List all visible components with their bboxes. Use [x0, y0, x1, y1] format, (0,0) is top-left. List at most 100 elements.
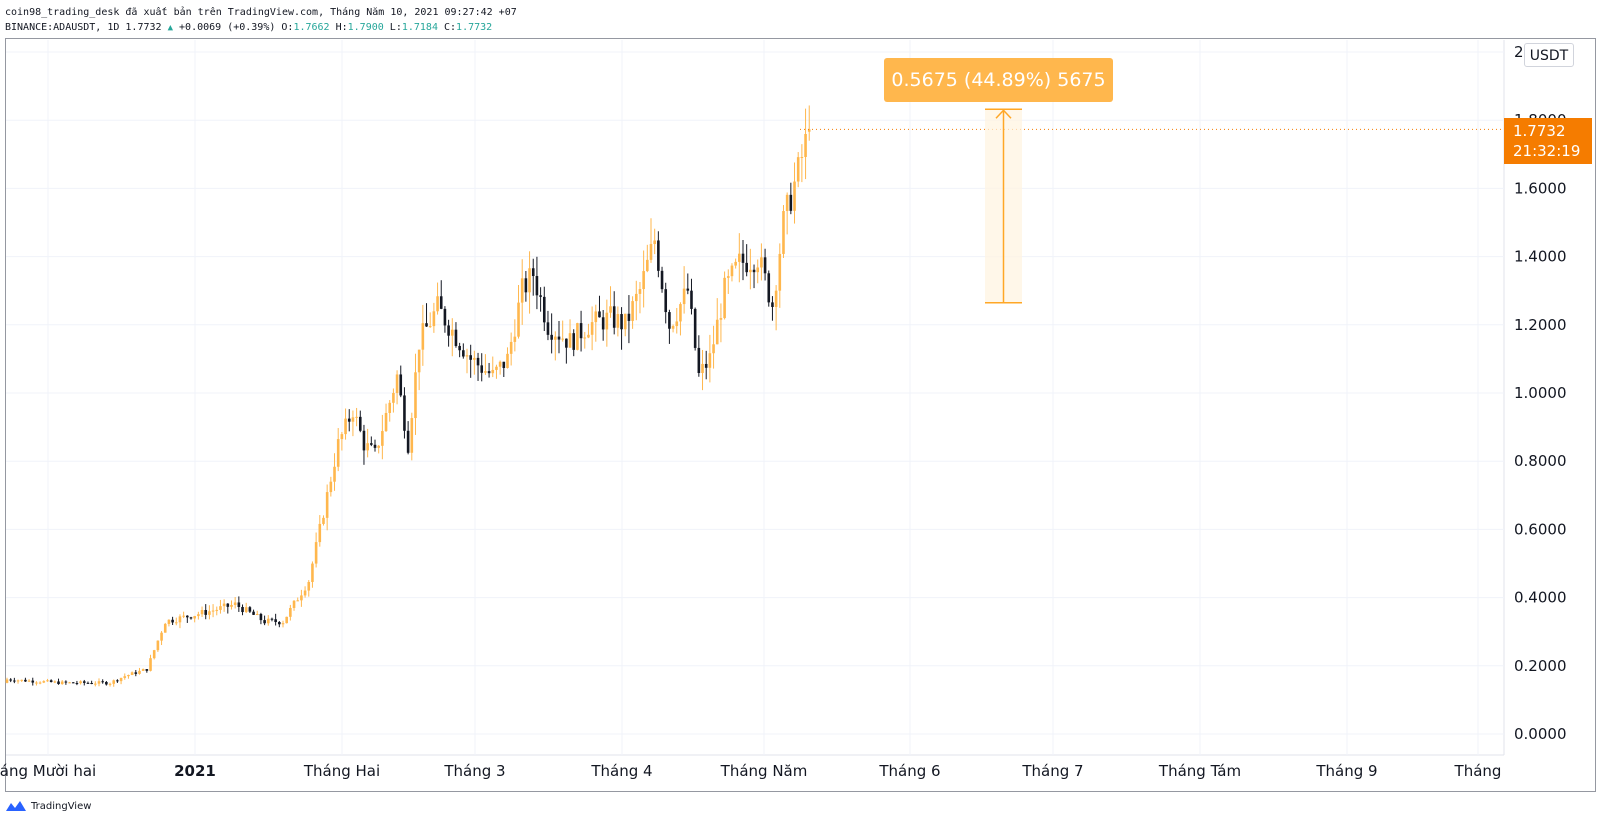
candle-body	[623, 313, 627, 330]
candle-body	[480, 365, 484, 373]
time-tick-label: Tháng 4	[590, 762, 652, 780]
candle-body	[86, 682, 90, 684]
candle-body	[24, 679, 27, 682]
measure-arrow-head-icon	[995, 109, 1012, 119]
candle-body	[752, 269, 756, 273]
candle-body	[524, 278, 528, 293]
candle-body	[336, 439, 340, 467]
candle-body	[388, 402, 392, 413]
candle-body	[576, 323, 579, 350]
candle-body	[598, 311, 601, 318]
candle-body	[75, 683, 79, 685]
candle-body	[789, 194, 793, 211]
candle-body	[105, 682, 108, 685]
candle-body	[347, 418, 351, 422]
candle-body	[300, 595, 303, 601]
candle-body	[112, 680, 116, 684]
candle-body	[634, 293, 638, 302]
candle-body	[215, 609, 219, 611]
candle-body	[793, 181, 796, 211]
candle-body	[682, 288, 686, 305]
candle-body	[631, 301, 634, 321]
candle-body	[425, 323, 428, 327]
candle-body	[436, 296, 439, 312]
candle-body	[266, 618, 270, 624]
time-tick-label: 2021	[174, 762, 216, 780]
candle-body	[314, 542, 318, 564]
bar-countdown: 21:32:19	[1513, 142, 1581, 160]
candle-body	[377, 445, 380, 448]
time-axis: áng Mười hai 2021 Tháng Hai Tháng 3 Tháng 4 T…	[0, 762, 1501, 780]
candle-body	[693, 308, 697, 348]
candle-body	[27, 680, 31, 682]
candle-body	[649, 244, 653, 260]
high-value: 1.7900	[347, 22, 384, 33]
candle-body	[263, 620, 266, 624]
candle-body	[704, 363, 708, 368]
candle-body	[237, 602, 241, 607]
candle-body	[94, 683, 97, 685]
candle-body	[454, 329, 458, 346]
candle-body	[642, 271, 645, 290]
candle-body	[542, 296, 546, 323]
candle-body	[771, 302, 774, 307]
candle-body	[528, 268, 531, 293]
candle-body	[664, 289, 668, 313]
candle-body	[686, 288, 690, 291]
candle-body	[384, 412, 388, 432]
candle-body	[259, 613, 263, 621]
candle-body	[738, 253, 741, 262]
candle-body	[763, 257, 767, 274]
measure-label[interactable]: 0.5675 (44.89%) 5675	[884, 58, 1113, 102]
candle-body	[208, 611, 211, 615]
candle-body	[9, 679, 12, 681]
candle-body	[200, 609, 204, 615]
candle-body	[601, 317, 605, 330]
open-value: 1.7662	[293, 22, 330, 33]
candle-body	[333, 466, 336, 482]
candle-body	[152, 650, 156, 659]
candle-body	[657, 240, 660, 271]
candle-body	[226, 603, 230, 607]
candle-body	[35, 682, 38, 684]
candle-body	[57, 681, 60, 685]
tradingview-brand[interactable]: TradingView	[5, 800, 91, 812]
time-tick-label: Tháng	[1454, 762, 1502, 780]
candle-body	[116, 680, 119, 682]
chart-frame[interactable]	[5, 38, 1596, 792]
candle-body	[428, 326, 432, 328]
candle-body	[163, 623, 167, 633]
candle-body	[244, 607, 248, 613]
candle-body	[197, 614, 200, 617]
candle-body	[701, 363, 704, 374]
candle-body	[491, 369, 495, 374]
candle-body	[561, 338, 564, 340]
candle-body	[517, 302, 520, 337]
candle-body	[462, 350, 465, 357]
candle-body	[49, 680, 53, 683]
candle-body	[605, 312, 609, 330]
currency-button[interactable]: USDT	[1524, 43, 1574, 67]
candle-body	[403, 395, 406, 431]
candle-body	[64, 681, 68, 683]
candle-body	[796, 157, 800, 182]
candle-body	[351, 417, 355, 422]
candle-body	[679, 304, 682, 322]
candle-body	[289, 607, 292, 617]
publish-line: coin98_trading_desk đã xuất bản trên Tra…	[5, 7, 517, 18]
candle-body	[730, 265, 734, 277]
last-price-badge: 1.7732 21:32:19	[1504, 118, 1592, 164]
candle-body	[557, 336, 561, 340]
candle-body	[782, 211, 785, 254]
candle-body	[587, 334, 590, 338]
candle-body	[484, 371, 487, 373]
candle-body	[774, 290, 778, 307]
price-tick-label: 0.6000	[1514, 520, 1567, 538]
candle-body	[167, 619, 171, 624]
candle-body	[373, 444, 377, 448]
candle-body	[138, 670, 141, 674]
candle-body	[767, 273, 771, 303]
candle-body	[458, 345, 461, 351]
candle-body	[90, 683, 93, 685]
